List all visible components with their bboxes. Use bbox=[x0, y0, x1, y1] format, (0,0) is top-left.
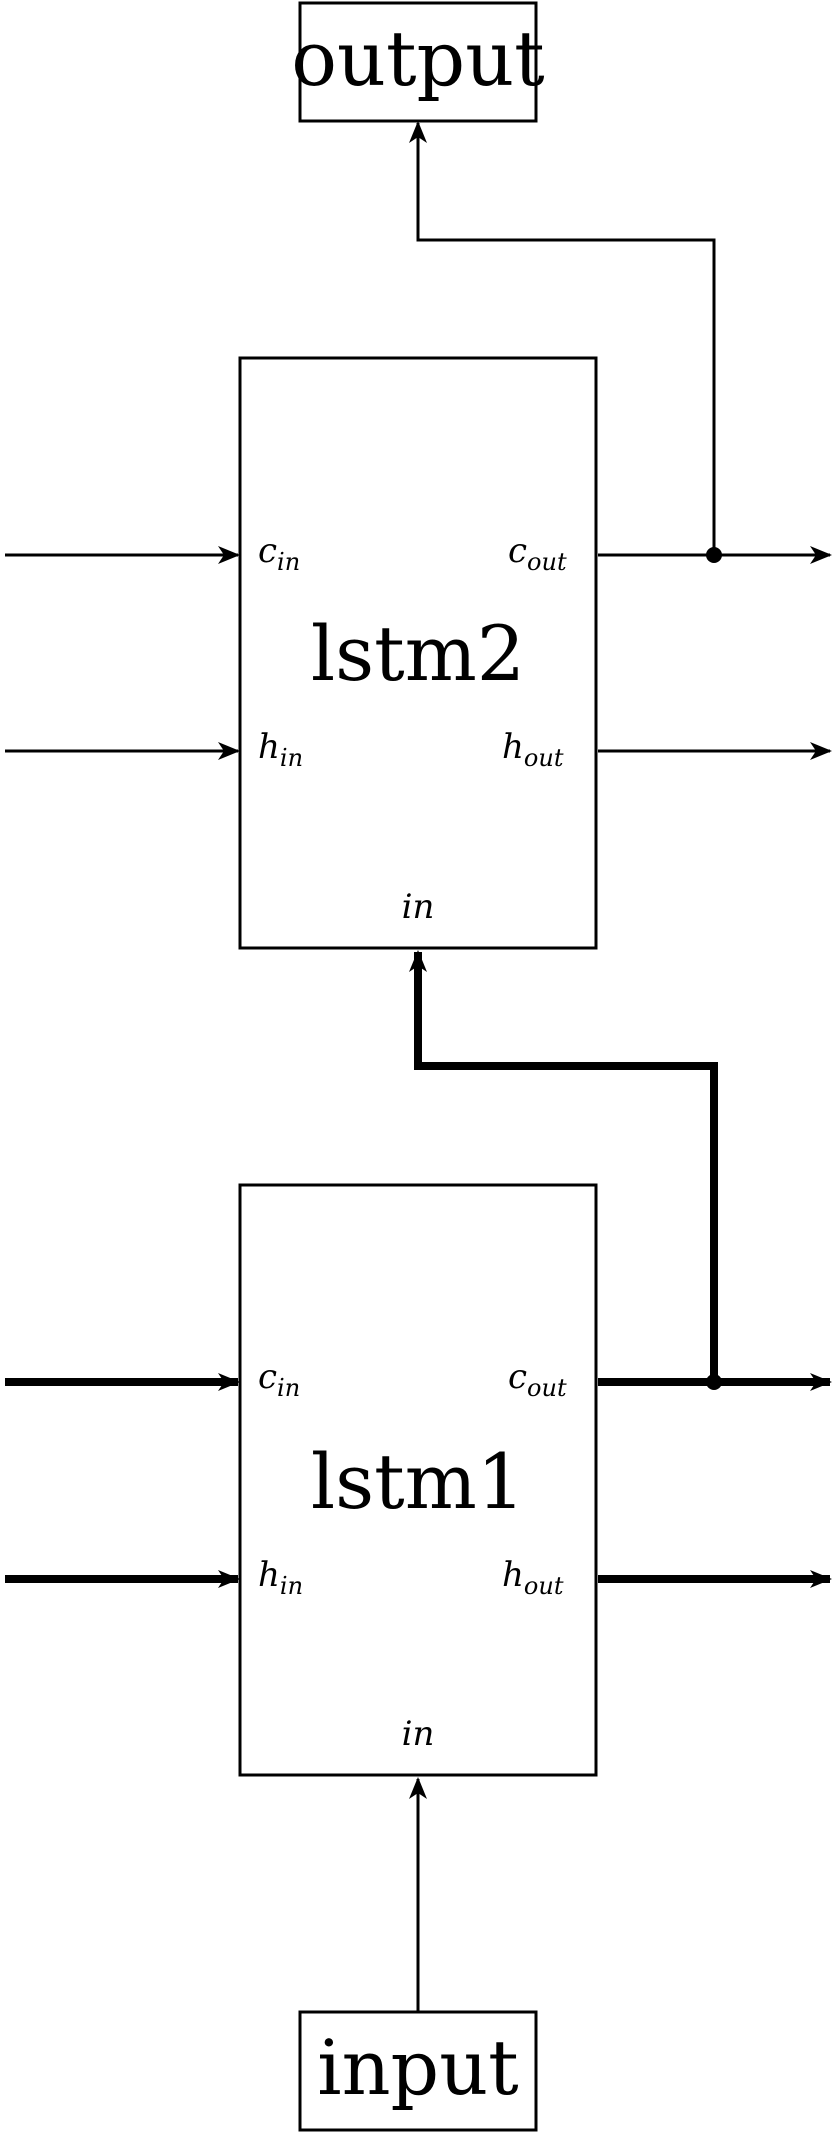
lstm1-to-lstm2-line bbox=[409, 950, 718, 1382]
lstm2-c-out-junction bbox=[706, 547, 722, 563]
lstm1-c-out-junction bbox=[706, 1374, 722, 1390]
lstm1-c-out-port: cout bbox=[508, 1357, 567, 1402]
lstm1-label: lstm1 bbox=[311, 1437, 525, 1526]
lstm2-h-out-port: hout bbox=[502, 727, 564, 772]
lstm1-c-in-port: cin bbox=[258, 1357, 300, 1402]
lstm2-label: lstm2 bbox=[311, 609, 525, 698]
lstm1-box bbox=[238, 1183, 598, 1777]
c-out-to-output-line bbox=[409, 121, 716, 555]
lstm2-c-in-port: cin bbox=[258, 531, 300, 576]
lstm2-in-port: in bbox=[402, 887, 435, 927]
input-box bbox=[298, 2010, 538, 2132]
lstm1-in-port: in bbox=[402, 1714, 435, 1754]
output-label: output bbox=[291, 14, 544, 103]
lstm2-c-out-port: cout bbox=[508, 531, 567, 576]
lstm1-h-out-port: hout bbox=[502, 1555, 564, 1600]
input-label: input bbox=[317, 2023, 518, 2112]
lstm1-h-in-port: hin bbox=[258, 1555, 303, 1600]
lstm2-h-in-port: hin bbox=[258, 727, 303, 772]
lstm2-box bbox=[238, 356, 598, 950]
